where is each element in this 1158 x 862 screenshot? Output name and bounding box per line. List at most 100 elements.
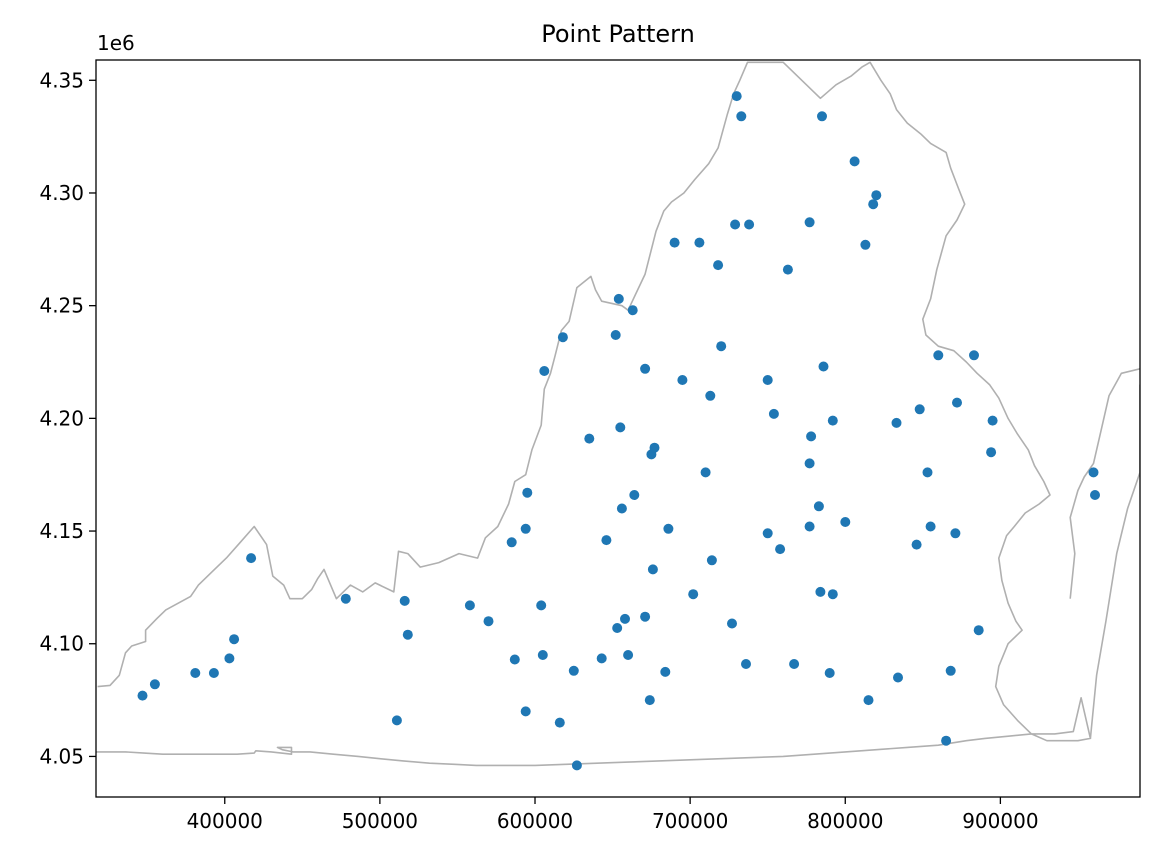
data-point [399, 595, 410, 606]
data-point [824, 668, 835, 678]
data-point [620, 613, 630, 624]
data-point [705, 390, 716, 401]
data-point [647, 564, 658, 575]
x-tick-label: 600000 [497, 809, 573, 833]
data-point [571, 760, 582, 771]
data-point [716, 341, 727, 352]
eastern-shore-boundary [1069, 368, 1140, 599]
data-point [520, 523, 531, 534]
data-point [1088, 467, 1099, 478]
data-point [610, 330, 621, 340]
data-point [973, 625, 984, 636]
points-layer [137, 91, 1100, 771]
data-point [149, 679, 160, 690]
data-point [229, 634, 240, 645]
data-point [840, 517, 851, 527]
data-point [706, 555, 717, 566]
data-point [522, 487, 533, 498]
data-point [190, 668, 201, 678]
data-point [640, 363, 651, 374]
y-tick-label: 4.10 [39, 632, 84, 656]
data-point [941, 735, 952, 746]
y-tick-label: 4.15 [39, 519, 84, 543]
data-point [554, 717, 565, 728]
data-point [537, 650, 548, 660]
data-point [827, 415, 838, 426]
chart-title: Point Pattern [541, 20, 695, 48]
data-point [224, 653, 235, 664]
data-point [596, 653, 607, 664]
data-point [817, 111, 827, 122]
data-point [623, 650, 634, 660]
data-point [925, 521, 936, 532]
data-point [340, 593, 351, 604]
y-axis: 4.05 4.10 4.15 4.20 4.25 4.30 4.35 [39, 68, 96, 768]
x-tick-label: 500000 [342, 809, 418, 833]
y-tick-label: 4.20 [39, 406, 84, 430]
data-point [806, 431, 817, 442]
state-boundary [96, 61, 1092, 767]
data-point [557, 332, 568, 343]
data-point [536, 600, 547, 611]
data-point [509, 654, 520, 665]
data-point [713, 260, 724, 271]
data-point [688, 589, 699, 600]
data-point [137, 690, 148, 701]
data-point [669, 237, 680, 248]
data-point [483, 616, 494, 627]
data-point [731, 91, 742, 102]
data-point [987, 415, 998, 426]
data-point [911, 539, 922, 550]
data-point [727, 618, 737, 629]
data-point [933, 350, 944, 361]
x-axis: 400000 500000 600000 700000 800000 900000 [187, 797, 1039, 833]
data-point [736, 111, 747, 122]
data-point [730, 219, 741, 230]
data-point [615, 422, 626, 433]
y-tick-label: 4.25 [39, 294, 84, 318]
x-tick-label: 800000 [807, 809, 883, 833]
data-point [700, 467, 711, 478]
data-point [827, 589, 838, 600]
data-point [520, 706, 531, 717]
data-point [871, 190, 882, 201]
data-point [677, 375, 688, 385]
y-tick-label: 4.05 [39, 744, 84, 768]
x-tick-label: 700000 [652, 809, 728, 833]
data-point [246, 553, 257, 564]
data-point [849, 156, 860, 167]
data-point [950, 528, 961, 539]
data-point [986, 447, 997, 458]
data-point [663, 523, 674, 534]
data-point [922, 467, 933, 478]
data-point [804, 458, 815, 469]
data-point [694, 237, 705, 248]
x-tick-label: 900000 [962, 809, 1038, 833]
data-point [464, 600, 475, 611]
data-point [208, 668, 219, 678]
plot-area [96, 61, 1140, 771]
data-point [660, 666, 671, 677]
data-point [804, 521, 815, 532]
data-point [539, 366, 550, 376]
y-tick-label: 4.35 [39, 68, 84, 92]
data-point [952, 397, 962, 408]
data-point [649, 442, 660, 453]
data-point [860, 239, 871, 250]
data-point [914, 404, 925, 415]
data-point [402, 629, 413, 640]
data-point [969, 350, 979, 361]
data-point [818, 361, 829, 372]
data-point [762, 528, 773, 539]
data-point [640, 611, 651, 622]
data-point [762, 375, 773, 385]
data-point [584, 433, 595, 444]
data-point [391, 715, 402, 726]
data-point [627, 305, 638, 316]
data-point [868, 199, 879, 210]
data-point [768, 408, 779, 419]
data-point [863, 695, 874, 706]
data-point [601, 535, 612, 546]
data-point [945, 665, 956, 676]
